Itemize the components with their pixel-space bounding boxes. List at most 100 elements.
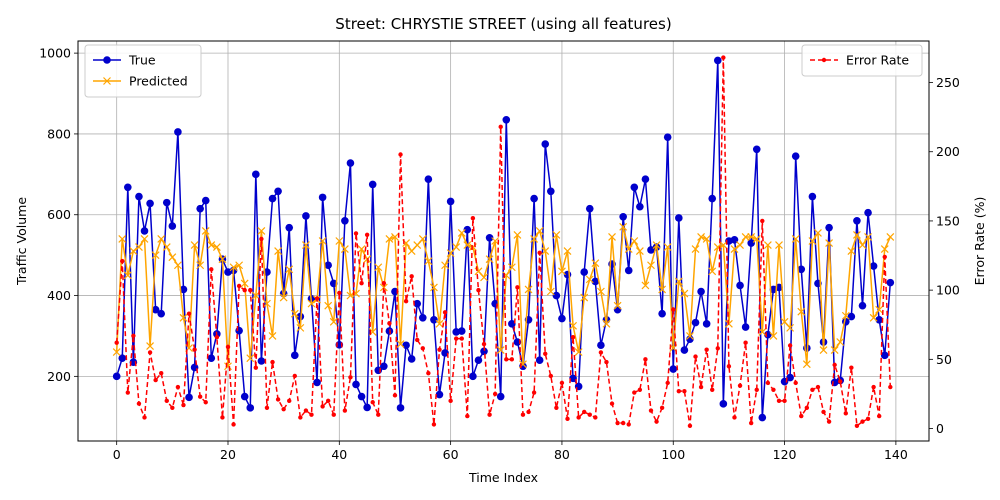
y-tick-label: 200 (47, 369, 71, 384)
data-point (719, 400, 728, 408)
data-point (231, 422, 236, 427)
data-point (229, 263, 238, 272)
data-point (535, 356, 544, 364)
data-point (120, 258, 125, 264)
data-point (168, 253, 177, 262)
data-point (732, 415, 737, 420)
y2-tick-label: 200 (936, 144, 960, 159)
data-point (441, 349, 449, 357)
data-point (218, 255, 227, 264)
x-tick-label: 20 (220, 447, 236, 462)
data-point (173, 261, 182, 270)
data-point (552, 291, 561, 300)
data-point (619, 222, 628, 231)
data-point (364, 232, 370, 237)
data-point (496, 346, 505, 355)
data-point (858, 301, 867, 310)
data-point (665, 380, 670, 386)
chart-title: Street: CHRYSTIE STREET (using all featu… (335, 15, 671, 33)
data-point (320, 404, 325, 409)
data-point (301, 241, 310, 249)
data-point (146, 199, 154, 208)
data-point (713, 56, 722, 65)
data-point (719, 241, 728, 249)
data-point (554, 405, 559, 410)
data-point (418, 313, 427, 322)
data-point (476, 287, 481, 293)
data-point (888, 384, 893, 390)
data-point (409, 274, 414, 279)
data-point (791, 235, 800, 243)
data-point (203, 400, 208, 405)
data-point (687, 423, 693, 428)
data-point (335, 237, 344, 245)
data-point (804, 405, 810, 410)
data-point (491, 237, 500, 245)
data-point (379, 283, 388, 292)
legend-right: Error Rate (801, 44, 923, 77)
data-point (847, 247, 856, 256)
data-point (147, 350, 153, 355)
data-point (852, 231, 861, 239)
data-point (882, 254, 887, 260)
data-point (752, 145, 761, 154)
data-point (263, 299, 271, 308)
data-point (290, 309, 299, 318)
data-point (504, 357, 509, 362)
data-point (385, 235, 394, 243)
data-point (797, 265, 806, 274)
data-point (802, 360, 811, 369)
data-point (509, 357, 515, 362)
data-point (285, 265, 294, 274)
data-point (776, 398, 782, 404)
data-point (552, 231, 561, 239)
data-point (413, 299, 422, 308)
data-point (341, 216, 349, 225)
data-point (240, 279, 249, 288)
x-axis-title: Time Index (468, 470, 538, 485)
data-point (346, 159, 355, 167)
data-point (675, 214, 683, 222)
data-point (296, 312, 305, 321)
data-point (619, 212, 627, 221)
data-point (671, 307, 676, 312)
data-point (786, 373, 794, 382)
data-point (832, 362, 837, 368)
data-point (758, 413, 767, 422)
data-point (376, 412, 381, 417)
data-point (246, 354, 255, 363)
data-point (838, 379, 843, 384)
data-point (270, 359, 275, 365)
data-point (465, 413, 470, 419)
data-point (135, 243, 143, 251)
data-point (196, 261, 205, 270)
data-point (530, 235, 539, 243)
data-point (452, 243, 461, 251)
data-point (246, 404, 255, 412)
x-tick-label: 80 (554, 447, 570, 462)
data-point (279, 293, 288, 302)
data-point (264, 405, 270, 410)
axes: 0 20 40 60 80 100 120 140 200 400 600 800 1000 0 50 100… (39, 46, 960, 462)
data-point (624, 245, 633, 254)
data-point (730, 235, 739, 244)
data-point (159, 370, 164, 376)
data-point (331, 412, 336, 417)
data-point (876, 413, 882, 419)
data-point (485, 233, 494, 242)
data-point (446, 197, 455, 206)
data-point (576, 415, 581, 420)
data-point (480, 347, 488, 356)
data-point (303, 408, 309, 413)
data-point (168, 222, 177, 230)
data-point (680, 289, 689, 298)
data-point (585, 275, 594, 284)
data-point (721, 55, 726, 60)
data-point (225, 344, 231, 350)
data-point (480, 273, 488, 282)
legend-left: True Predicted (84, 44, 202, 98)
data-point (702, 235, 711, 243)
data-point (235, 326, 243, 335)
data-point (220, 415, 225, 420)
data-point (363, 403, 371, 412)
